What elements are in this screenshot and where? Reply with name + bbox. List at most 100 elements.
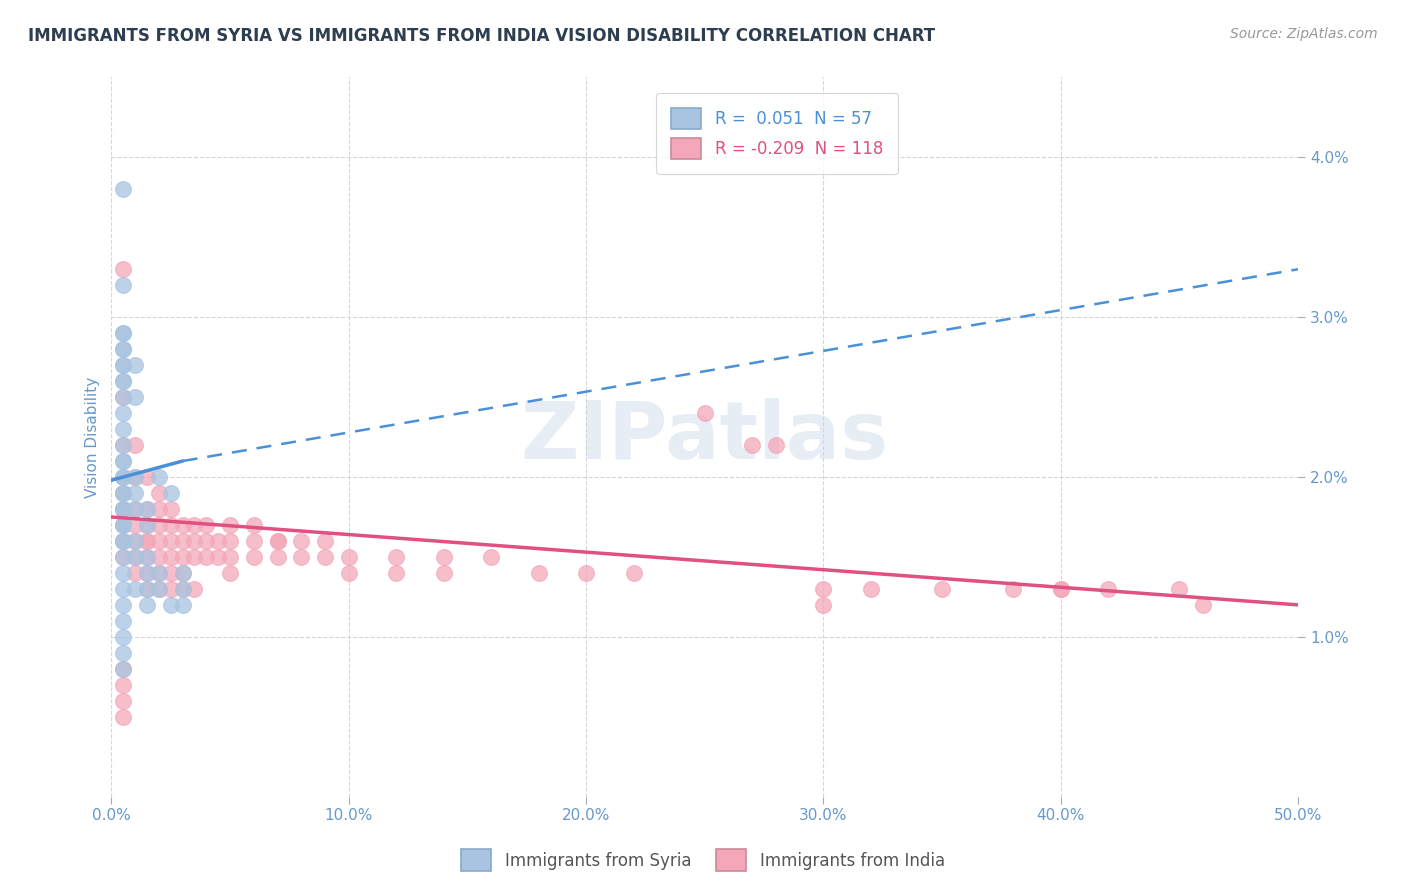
Point: [159, 533, 181, 548]
Point: [172, 549, 194, 564]
Point: [148, 549, 170, 564]
Point: [337, 566, 360, 580]
Point: [112, 486, 135, 500]
Point: [112, 342, 135, 356]
Point: [112, 390, 135, 404]
Point: [314, 549, 336, 564]
Point: [183, 518, 205, 533]
Point: [219, 533, 242, 548]
Point: [859, 582, 882, 596]
Point: [112, 374, 135, 388]
Point: [433, 566, 456, 580]
Point: [575, 566, 598, 580]
Point: [243, 518, 266, 533]
Point: [693, 406, 716, 420]
Point: [112, 374, 135, 388]
Point: [124, 438, 146, 452]
Point: [159, 549, 181, 564]
Point: [112, 486, 135, 500]
Point: [112, 598, 135, 612]
Point: [112, 342, 135, 356]
Point: [741, 438, 763, 452]
Point: [124, 518, 146, 533]
Point: [112, 662, 135, 676]
Point: [112, 470, 135, 484]
Point: [1049, 582, 1071, 596]
Point: [148, 566, 170, 580]
Point: [243, 533, 266, 548]
Point: [112, 694, 135, 708]
Point: [1049, 582, 1071, 596]
Point: [112, 470, 135, 484]
Point: [148, 582, 170, 596]
Point: [148, 533, 170, 548]
Y-axis label: Vision Disability: Vision Disability: [86, 376, 100, 498]
Point: [159, 502, 181, 516]
Point: [219, 566, 242, 580]
Point: [219, 549, 242, 564]
Point: [183, 549, 205, 564]
Point: [124, 549, 146, 564]
Point: [337, 549, 360, 564]
Point: [931, 582, 953, 596]
Point: [172, 566, 194, 580]
Point: [172, 582, 194, 596]
Point: [112, 358, 135, 372]
Point: [159, 566, 181, 580]
Point: [112, 549, 135, 564]
Point: [112, 582, 135, 596]
Point: [124, 549, 146, 564]
Point: [172, 582, 194, 596]
Point: [136, 566, 159, 580]
Point: [112, 390, 135, 404]
Point: [266, 533, 288, 548]
Point: [112, 358, 135, 372]
Point: [112, 566, 135, 580]
Point: [136, 549, 159, 564]
Point: [148, 470, 170, 484]
Point: [159, 486, 181, 500]
Point: [148, 486, 170, 500]
Point: [124, 486, 146, 500]
Point: [112, 710, 135, 724]
Point: [148, 502, 170, 516]
Point: [385, 566, 408, 580]
Point: [159, 598, 181, 612]
Text: IMMIGRANTS FROM SYRIA VS IMMIGRANTS FROM INDIA VISION DISABILITY CORRELATION CHA: IMMIGRANTS FROM SYRIA VS IMMIGRANTS FROM…: [28, 27, 935, 45]
Point: [266, 533, 288, 548]
Point: [290, 549, 312, 564]
Point: [112, 533, 135, 548]
Point: [195, 549, 218, 564]
Point: [112, 502, 135, 516]
Text: Source: ZipAtlas.com: Source: ZipAtlas.com: [1230, 27, 1378, 41]
Point: [219, 518, 242, 533]
Point: [136, 566, 159, 580]
Point: [112, 502, 135, 516]
Point: [112, 422, 135, 436]
Point: [314, 533, 336, 548]
Point: [148, 582, 170, 596]
Point: [813, 598, 835, 612]
Point: [136, 502, 159, 516]
Point: [433, 549, 456, 564]
Point: [112, 502, 135, 516]
Point: [136, 518, 159, 533]
Point: [290, 533, 312, 548]
Point: [124, 582, 146, 596]
Point: [112, 614, 135, 628]
Point: [527, 566, 550, 580]
Point: [124, 358, 146, 372]
Point: [1168, 582, 1191, 596]
Point: [112, 438, 135, 452]
Point: [124, 566, 146, 580]
Point: [195, 518, 218, 533]
Point: [112, 454, 135, 468]
Point: [124, 470, 146, 484]
Point: [1192, 598, 1215, 612]
Point: [112, 518, 135, 533]
Point: [112, 533, 135, 548]
Point: [112, 533, 135, 548]
Point: [136, 502, 159, 516]
Point: [112, 326, 135, 341]
Point: [112, 326, 135, 341]
